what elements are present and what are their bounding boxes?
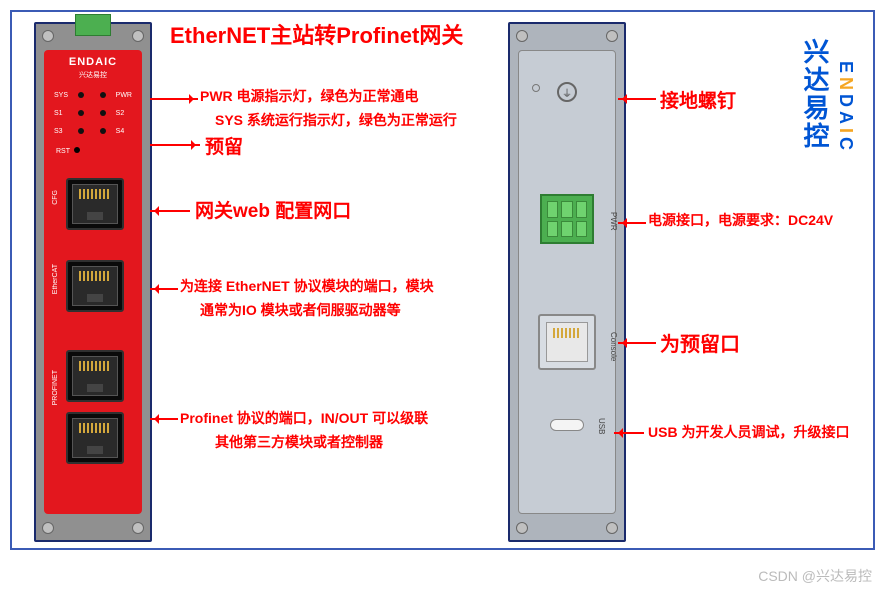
rj45-icon — [72, 356, 118, 396]
port-label: PROFINET — [52, 370, 59, 405]
ann-usb: USB 为开发人员调试，升级接口 — [648, 422, 849, 443]
arrow-icon — [618, 98, 656, 100]
ann-eth-port-2: 通常为IO 模块或者伺服驱动器等 — [200, 300, 401, 321]
led-label: S1 — [54, 110, 68, 117]
profinet-port-1 — [66, 350, 124, 402]
pin-icon — [576, 201, 587, 218]
port-label: CFG — [52, 190, 59, 205]
led-label: SYS — [54, 92, 68, 99]
device-front-view: ENDAIC 兴达易控 SYS PWR S1 S2 S3 S4 RST CFG … — [34, 22, 152, 542]
led-label: S4 — [116, 128, 132, 135]
rj45-icon — [72, 418, 118, 458]
rj45-icon — [72, 184, 118, 224]
ann-pwr-led: PWR 电源指示灯，绿色为正常通电 — [200, 86, 419, 107]
brand-logo: 兴达易控 ENDAIC — [799, 38, 857, 178]
led-icon — [78, 92, 84, 98]
device-rear-view: ⏚ PWR Console USB — [508, 22, 626, 542]
ground-screw: ⏚ — [557, 82, 577, 102]
arrow-icon — [618, 222, 646, 224]
arrow-icon — [150, 418, 178, 420]
led-panel: SYS PWR S1 S2 S3 S4 — [54, 86, 132, 140]
led-label: S3 — [54, 128, 68, 135]
screw-icon — [132, 522, 144, 534]
screw-icon — [42, 522, 54, 534]
device-faceplate: ENDAIC 兴达易控 SYS PWR S1 S2 S3 S4 RST CFG … — [44, 50, 142, 514]
profinet-port-2 — [66, 412, 124, 464]
rj45-icon — [72, 266, 118, 306]
pin-icon — [561, 221, 572, 238]
usb-label: USB — [597, 418, 606, 434]
pin-icon — [561, 201, 572, 218]
rj45-icon — [546, 322, 588, 362]
watermark-text: CSDN @兴达易控 — [758, 566, 872, 586]
ann-pn-port-2: 其他第三方模块或者控制器 — [215, 432, 383, 453]
console-port — [538, 314, 596, 370]
rst-label: RST — [56, 148, 70, 155]
led-icon — [78, 110, 84, 116]
ethercat-port — [66, 260, 124, 312]
screw-icon — [42, 30, 54, 42]
pin-icon — [547, 201, 558, 218]
diagram-title: EtherNET主站转Profinet网关 — [170, 18, 463, 50]
logo-english: ENDAIC — [835, 38, 856, 178]
ann-reserved: 预留 — [205, 134, 243, 163]
arrow-icon — [614, 432, 644, 434]
arrow-icon — [150, 288, 178, 290]
ann-cfg-port: 网关web 配置网口 — [195, 198, 351, 227]
led-icon — [78, 128, 84, 134]
led-icon — [100, 128, 106, 134]
cfg-port — [66, 178, 124, 230]
din-rail-clip — [75, 14, 111, 36]
pin-icon — [547, 221, 558, 238]
brand-text: ENDAIC — [44, 56, 142, 68]
screw-icon — [516, 522, 528, 534]
pin-icon — [576, 221, 587, 238]
ann-pn-port-1: Profinet 协议的端口，IN/OUT 可以级联 — [180, 408, 428, 429]
screw-icon — [606, 522, 618, 534]
device-rear-faceplate — [518, 50, 616, 514]
mount-hole — [532, 84, 540, 92]
ann-power: 电源接口，电源要求：DC24V — [648, 210, 833, 231]
screw-icon — [516, 30, 528, 42]
usb-port — [550, 419, 584, 431]
ann-reserved-port: 为预留口 — [660, 330, 740, 360]
brand-subtext: 兴达易控 — [44, 70, 142, 80]
rst-button — [74, 147, 80, 153]
screw-icon — [132, 30, 144, 42]
led-icon — [100, 92, 106, 98]
arrow-icon — [618, 342, 656, 344]
led-icon — [100, 110, 106, 116]
ann-gnd-screw: 接地螺钉 — [660, 88, 736, 117]
screw-icon — [606, 30, 618, 42]
arrow-icon — [150, 144, 200, 146]
led-label: PWR — [116, 92, 132, 99]
arrow-icon — [150, 210, 190, 212]
ann-sys-led: SYS 系统运行指示灯，绿色为正常运行 — [215, 110, 457, 131]
power-connector — [540, 194, 594, 244]
ann-eth-port-1: 为连接 EtherNET 协议模块的端口，模块 — [180, 276, 434, 297]
port-label: EtherCAT — [52, 264, 59, 294]
arrow-icon — [150, 98, 198, 100]
led-label: S2 — [116, 110, 132, 117]
logo-chinese: 兴达易控 — [799, 38, 832, 178]
